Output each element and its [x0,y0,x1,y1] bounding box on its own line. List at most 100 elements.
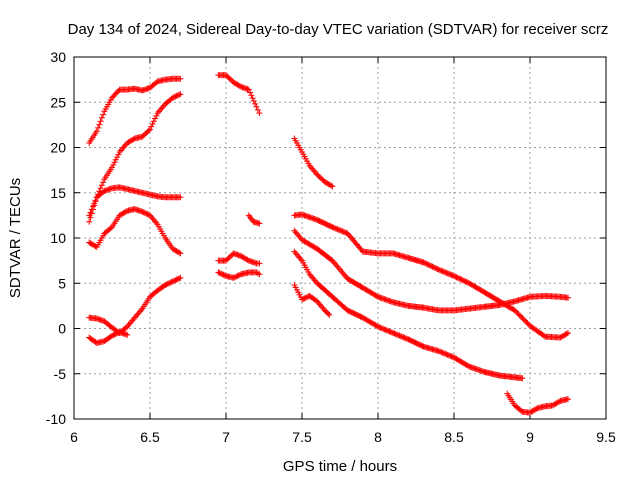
y-axis-label: SDTVAR / TECUs [7,178,24,298]
data-point [342,229,349,236]
data-point [256,260,263,267]
data-point [100,179,107,186]
series-track-3d [291,248,526,382]
data-point [442,350,449,357]
data-point [382,326,389,333]
data-point [448,271,455,278]
data-point [392,331,399,338]
data-point [93,128,100,135]
data-point [112,330,119,337]
series-track-2a [215,72,263,117]
data-point [463,279,470,286]
data-point [245,86,252,93]
data-point [457,276,464,283]
data-point [252,100,259,107]
data-point [145,127,152,134]
data-point [325,310,332,317]
data-point [244,256,251,263]
data-point [110,161,117,168]
data-point [444,270,451,277]
data-point [177,194,184,201]
data-point [147,126,153,133]
data-point [462,278,469,285]
data-point [217,270,224,277]
data-point [235,272,242,279]
data-point [130,136,137,143]
data-point [96,121,103,128]
data-point [110,332,117,339]
data-point [399,333,406,340]
data-point [176,91,183,98]
data-point [111,159,118,166]
data-point [328,182,335,189]
data-point [153,79,160,86]
data-points [86,72,571,416]
data-point [373,293,380,300]
series-track-3f [504,390,571,416]
data-point [91,200,98,207]
data-point [426,262,433,269]
data-point [171,277,178,284]
data-point [524,320,531,327]
data-point [438,267,445,274]
x-axis-label: GPS time / hours [283,458,397,475]
data-point [378,325,385,332]
data-point [88,206,95,213]
data-point [387,328,394,335]
data-point [511,307,518,314]
data-point [302,294,309,301]
y-tick-label: 20 [50,140,66,156]
data-point [333,225,340,232]
data-point [388,329,395,336]
data-point [447,352,454,359]
chart-title: Day 134 of 2024, Sidereal Day-to-day VTE… [68,21,609,38]
data-point [439,268,446,275]
data-point [456,275,463,282]
data-point [516,312,523,319]
data-point [432,264,438,271]
data-point [169,278,176,285]
data-point [250,98,257,105]
y-tick-label: 5 [58,275,66,291]
grid-lines [74,57,606,419]
data-point [90,203,96,210]
data-point [173,276,180,283]
data-point [176,249,183,256]
data-point [171,94,178,101]
data-point [86,212,93,219]
data-point [377,324,384,331]
series-track-3e [291,282,333,318]
data-point [153,112,160,119]
series-track-2b [215,250,263,267]
data-point [565,330,571,337]
data-point [521,317,528,324]
data-point [107,225,114,232]
data-point [97,118,104,125]
series-track-3c [291,227,571,314]
data-point [396,332,403,339]
data-point [177,274,184,281]
data-point [115,87,122,94]
data-point [254,106,261,113]
data-point [464,279,471,286]
data-point [440,268,447,275]
data-point [144,211,151,218]
data-point [173,92,180,99]
data-point [519,315,526,322]
series-track-1b [86,91,184,225]
series-track-3b [291,211,571,341]
data-point [444,351,451,358]
series-track-3a [291,135,336,190]
data-point [220,271,227,278]
data-point [111,331,118,338]
data-point [166,280,172,287]
x-tick-label: 9 [526,429,534,445]
data-point [380,325,387,332]
data-point [112,90,119,97]
data-point [424,261,431,268]
data-point [111,92,118,99]
data-point [234,273,241,280]
data-point [514,309,521,316]
series-track-2d [245,212,263,227]
